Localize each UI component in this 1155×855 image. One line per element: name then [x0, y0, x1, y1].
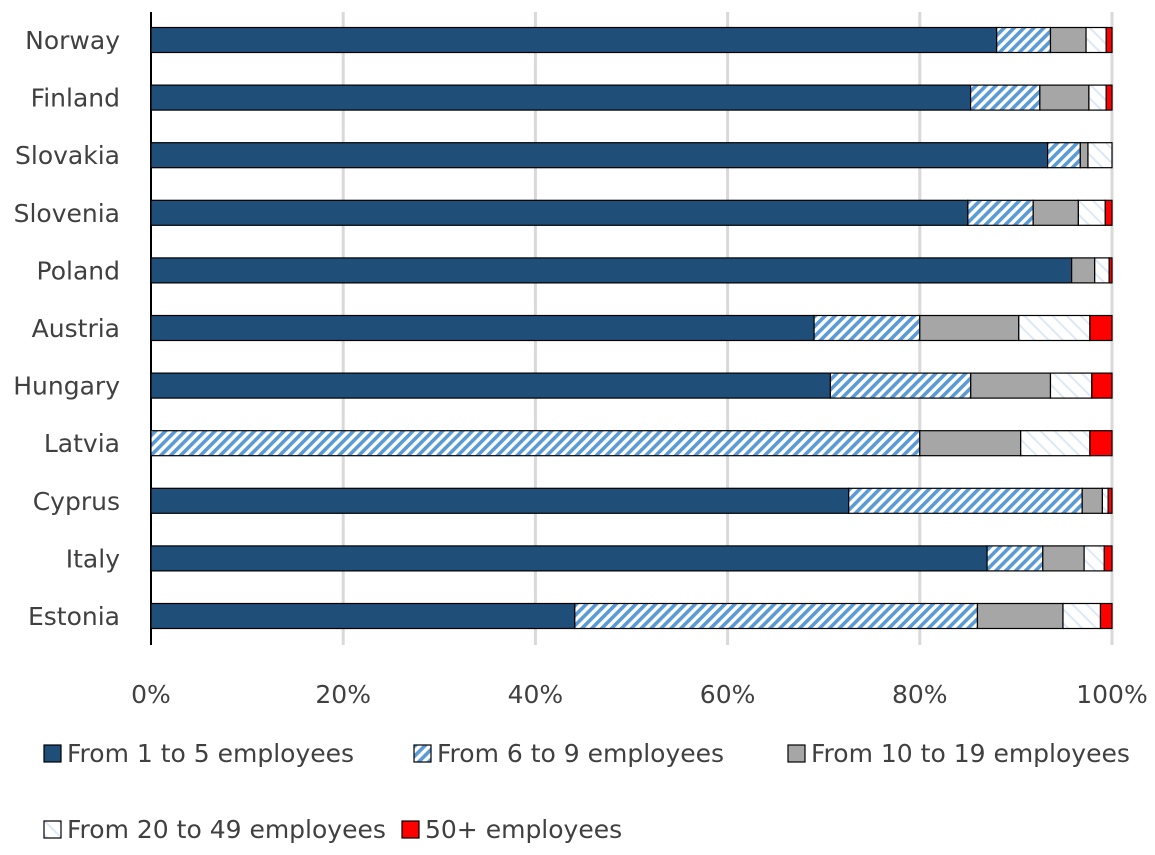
legend-swatch — [787, 744, 806, 763]
bar-segment-4 — [1083, 545, 1105, 572]
bar-segment-4 — [1085, 26, 1107, 54]
legend-label: From 1 to 5 employees — [67, 739, 354, 768]
bar-segment-3 — [970, 372, 1052, 399]
bar-segment-4 — [1077, 199, 1106, 226]
bar-segment-5 — [1108, 257, 1113, 284]
bar-segment-3 — [1071, 257, 1096, 284]
bar-segment-3 — [919, 314, 1020, 342]
category-label: Latvia — [44, 429, 120, 458]
legend-label: 50+ employees — [425, 815, 622, 844]
bar-segment-3 — [976, 602, 1064, 630]
bar-segment-2 — [813, 314, 921, 342]
bar-segment-2 — [848, 487, 1083, 514]
legend-label: From 20 to 49 employees — [67, 815, 386, 844]
bar-segment-1 — [150, 257, 1073, 284]
bar-segment-3 — [1039, 84, 1090, 111]
bar-segment-5 — [1089, 314, 1113, 342]
category-label: Austria — [32, 314, 120, 343]
x-tick-label: 40% — [508, 680, 564, 709]
category-label: Hungary — [13, 372, 120, 401]
bar-segment-1 — [150, 545, 988, 572]
bar-segment-5 — [1099, 602, 1113, 630]
bar-segment-3 — [1079, 142, 1089, 169]
bar-segment-3 — [1032, 199, 1079, 226]
bar-segment-4 — [1088, 84, 1107, 111]
bar-segment-2 — [996, 26, 1052, 54]
bar-segment-3 — [1049, 26, 1087, 54]
bar-segment-4 — [1087, 142, 1113, 169]
bar-segment-1 — [150, 142, 1049, 169]
bar-segment-5 — [1107, 487, 1113, 514]
bar-segment-2 — [967, 199, 1034, 226]
bar-segment-2 — [969, 84, 1041, 111]
x-tick-label: 20% — [315, 680, 371, 709]
bar-segment-1 — [150, 26, 998, 54]
bar-segment-5 — [1105, 26, 1113, 54]
bar-segment-3 — [1042, 545, 1085, 572]
bar-segment-5 — [1089, 430, 1113, 457]
bar-segment-2 — [574, 602, 979, 630]
bar-segment-1 — [150, 487, 850, 514]
legend-swatch — [43, 820, 62, 839]
category-label: Norway — [25, 26, 120, 55]
bar-segment-1 — [150, 199, 969, 226]
bar-segment-5 — [1103, 545, 1113, 572]
x-tick-label: 60% — [700, 680, 756, 709]
bar-segment-1 — [150, 314, 815, 342]
legend-label: From 10 to 19 employees — [811, 739, 1130, 768]
bar-segment-2 — [150, 430, 921, 457]
bars — [150, 26, 1113, 630]
legend-swatch — [401, 820, 420, 839]
legend-swatch — [413, 744, 432, 763]
bar-segment-1 — [150, 84, 972, 111]
bar-segment-4 — [1020, 430, 1091, 457]
bar-segment-3 — [1081, 487, 1103, 514]
x-axis-tick-labels: 0% 20% 40% 60% 80% 100% — [131, 680, 1148, 709]
legend-label: From 6 to 9 employees — [437, 739, 724, 768]
category-label: Slovenia — [14, 199, 120, 228]
legend-swatch — [43, 744, 62, 763]
bar-segment-5 — [1105, 84, 1113, 111]
bar-segment-4 — [1101, 487, 1109, 514]
category-label: Slovakia — [15, 141, 120, 170]
bar-segment-4 — [1094, 257, 1110, 284]
bar-segment-5 — [1091, 372, 1113, 399]
x-tick-label: 0% — [131, 680, 171, 709]
bar-segment-2 — [829, 372, 972, 399]
bar-segment-1 — [150, 372, 832, 399]
category-label: Italy — [66, 544, 120, 573]
bar-segment-2 — [1047, 142, 1081, 169]
category-label: Cyprus — [33, 487, 120, 516]
bar-segment-4 — [1018, 314, 1091, 342]
legend: From 1 to 5 employees From 6 to 9 employe… — [43, 739, 1130, 844]
bar-segment-1 — [150, 602, 576, 630]
bar-segment-3 — [919, 430, 1022, 457]
x-tick-label: 100% — [1076, 680, 1147, 709]
bar-segment-4 — [1049, 372, 1093, 399]
bar-segment-5 — [1104, 199, 1113, 226]
category-label: Finland — [31, 84, 120, 113]
category-label: Poland — [37, 256, 120, 285]
x-tick-label: 80% — [892, 680, 948, 709]
bar-segment-4 — [1062, 602, 1102, 630]
bar-segment-2 — [986, 545, 1044, 572]
category-labels: Norway Finland Slovakia Slovenia Poland Austr… — [13, 26, 120, 631]
category-label: Estonia — [28, 602, 120, 631]
